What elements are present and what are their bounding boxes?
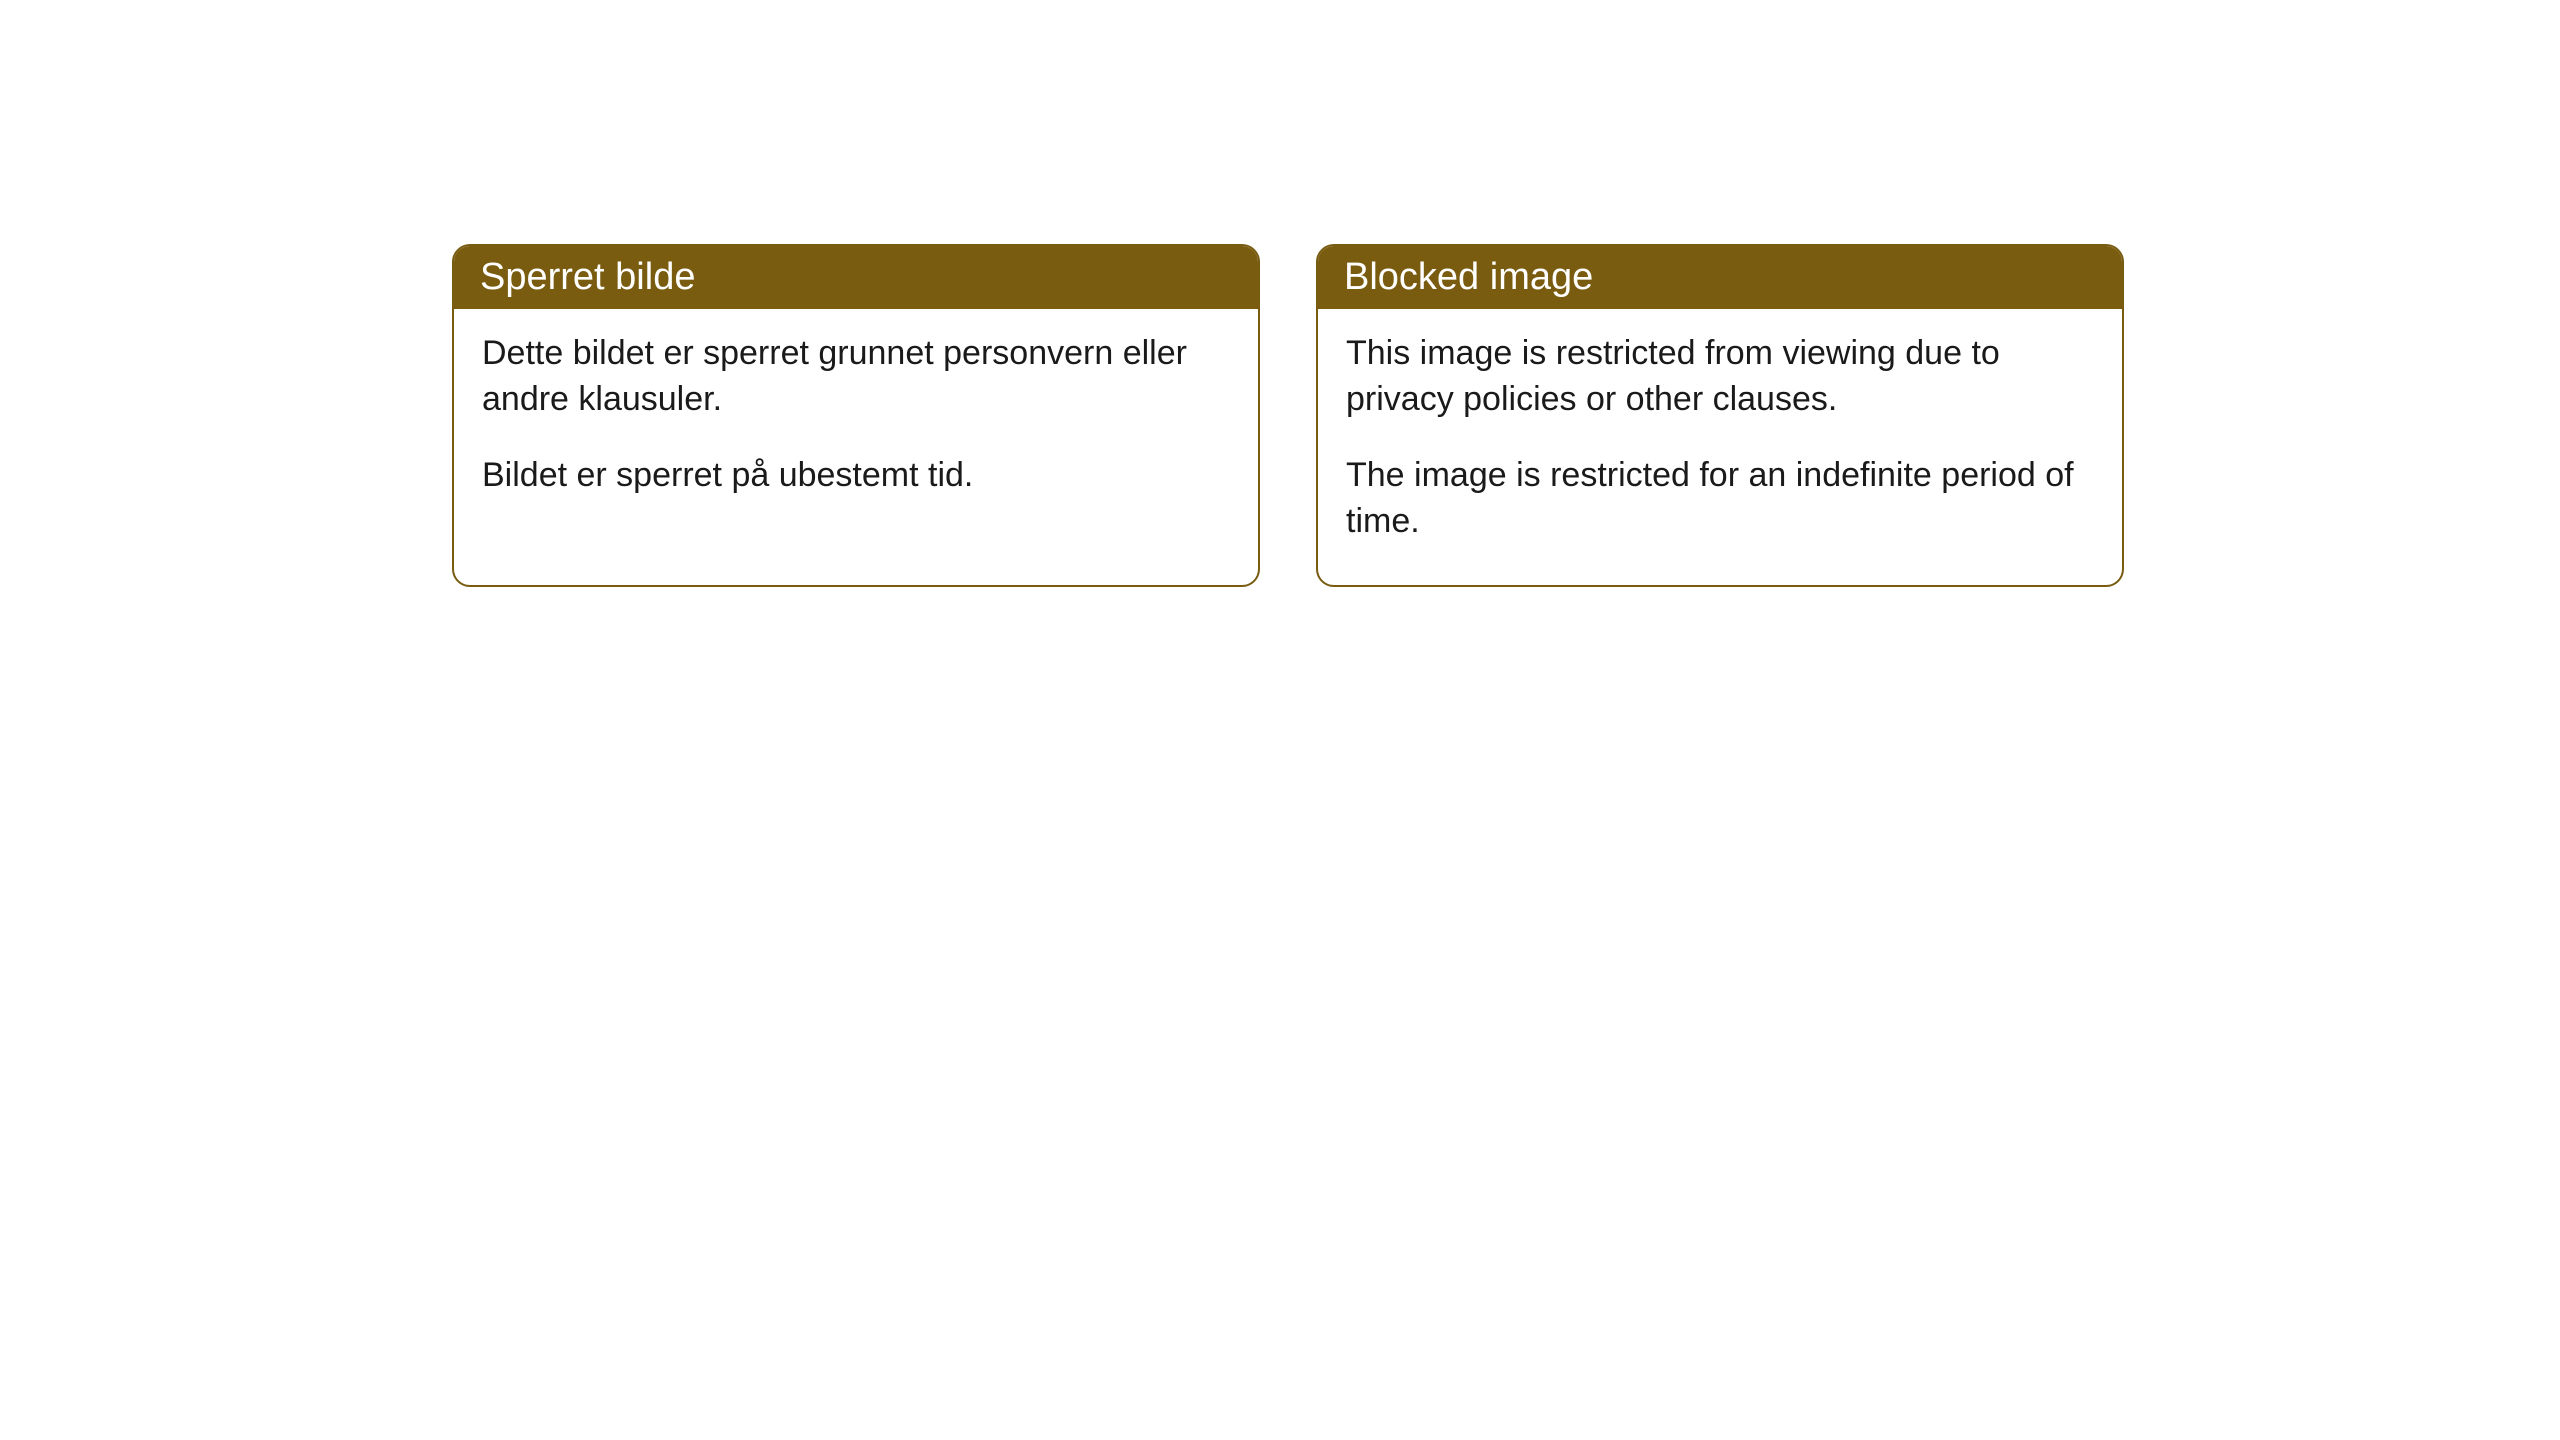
card-header: Blocked image <box>1318 246 2122 309</box>
notice-cards-container: Sperret bilde Dette bildet er sperret gr… <box>452 244 2560 587</box>
card-title: Sperret bilde <box>480 256 695 298</box>
card-title: Blocked image <box>1344 256 1593 298</box>
notice-card-norwegian: Sperret bilde Dette bildet er sperret gr… <box>452 244 1260 587</box>
card-paragraph: Bildet er sperret på ubestemt tid. <box>482 453 1230 499</box>
card-body: This image is restricted from viewing du… <box>1318 309 2122 585</box>
card-header: Sperret bilde <box>454 246 1258 309</box>
card-paragraph: Dette bildet er sperret grunnet personve… <box>482 331 1230 423</box>
card-paragraph: This image is restricted from viewing du… <box>1346 331 2094 423</box>
notice-card-english: Blocked image This image is restricted f… <box>1316 244 2124 587</box>
card-paragraph: The image is restricted for an indefinit… <box>1346 453 2094 545</box>
card-body: Dette bildet er sperret grunnet personve… <box>454 309 1258 539</box>
